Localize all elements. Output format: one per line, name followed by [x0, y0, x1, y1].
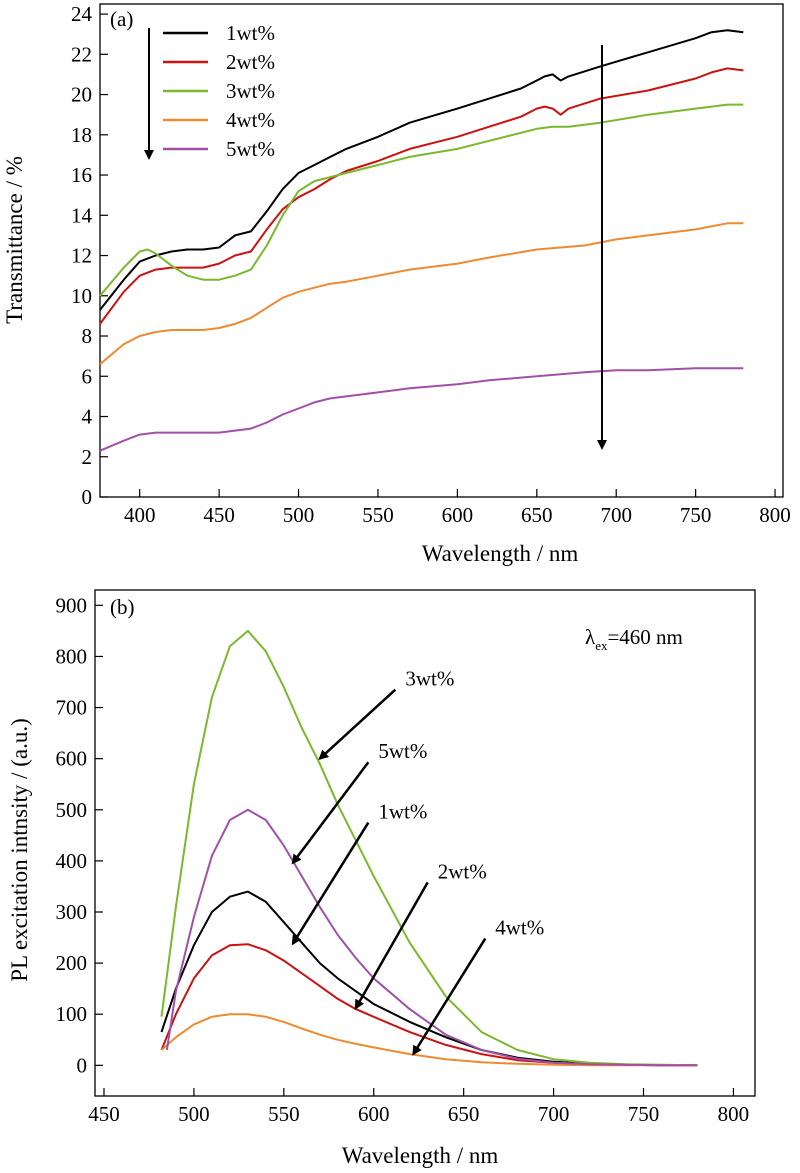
- b-x-tick-label: 600: [358, 1102, 390, 1126]
- callout-arrow-3wtpct: [318, 688, 397, 761]
- panel-a-label: (a): [110, 7, 133, 31]
- panel-a-series: [99, 29, 744, 452]
- a-y-tick-label: 8: [82, 324, 93, 348]
- panel-b-series: [160, 629, 698, 1067]
- panel-a-legend: 1wt% 2wt% 3wt% 4wt% 5wt%: [163, 21, 275, 161]
- b-series-line-2wtpct: [160, 943, 698, 1067]
- callout-arrow-5wtpct: [291, 761, 370, 865]
- a-y-tick-label: 6: [82, 364, 93, 388]
- b-y-tick-label: 0: [77, 1053, 88, 1077]
- a-x-tick-label: 650: [521, 503, 553, 527]
- legend-label-5wtpct: 5wt%: [226, 137, 275, 161]
- callout-arrow-2wtpct: [354, 881, 429, 1010]
- a-y-tick-label: 10: [71, 284, 92, 308]
- b-y-tick-label: 500: [56, 798, 88, 822]
- callout-label-3wtpct: 3wt%: [405, 667, 454, 691]
- b-y-tick-label: 300: [56, 900, 88, 924]
- a-series-line-4wtpct: [99, 222, 744, 365]
- b-y-tick-label: 900: [56, 593, 88, 617]
- callout-label-1wtpct: 1wt%: [378, 800, 427, 824]
- a-series-line-2wtpct: [99, 67, 744, 325]
- b-y-tick-label: 600: [56, 747, 88, 771]
- b-series-line-3wtpct: [160, 629, 698, 1067]
- b-x-tick-label: 800: [718, 1102, 750, 1126]
- a-x-tick-label: 600: [442, 503, 474, 527]
- panel-b-y-ticks: 0 100 200 300 400 500 600 700 800 900: [56, 593, 103, 1077]
- b-y-tick-label: 100: [56, 1002, 88, 1026]
- callout-arrow-4wtpct: [412, 937, 487, 1056]
- b-x-tick-label: 550: [268, 1102, 300, 1126]
- panel-b-excitation-note: λex=460 nm: [585, 625, 683, 653]
- lambda-symbol: λ: [585, 625, 596, 649]
- a-y-tick-label: 16: [71, 163, 92, 187]
- a-series-line-3wtpct: [99, 103, 744, 297]
- a-y-tick-label: 14: [71, 203, 93, 227]
- b-series-line-4wtpct: [160, 1013, 698, 1067]
- panel-b-x-axis-title: Wavelength / nm: [342, 1143, 499, 1168]
- panel-b-y-axis-title: PL excitation intnsity / (a.u.): [7, 718, 32, 982]
- a-series-line-5wtpct: [99, 367, 744, 452]
- a-y-tick-label: 24: [71, 2, 93, 26]
- legend-label-4wtpct: 4wt%: [226, 108, 275, 132]
- a-x-tick-label: 800: [759, 503, 791, 527]
- panel-a-x-ticks: 400 450 500 550 600 650 700 750 800: [124, 489, 791, 527]
- b-x-tick-label: 450: [88, 1102, 120, 1126]
- b-x-tick-label: 650: [448, 1102, 480, 1126]
- a-x-tick-label: 450: [203, 503, 235, 527]
- b-y-tick-label: 200: [56, 951, 88, 975]
- a-y-tick-label: 4: [82, 405, 93, 429]
- panel-b-callouts: 3wt% 5wt% 1wt% 2wt% 4wt%: [291, 667, 544, 1056]
- legend-label-1wtpct: 1wt%: [226, 21, 275, 45]
- a-x-tick-label: 750: [680, 503, 712, 527]
- excitation-value: =460 nm: [607, 625, 682, 649]
- b-y-tick-label: 400: [56, 849, 88, 873]
- a-y-tick-label: 22: [71, 42, 92, 66]
- a-y-tick-label: 20: [71, 83, 92, 107]
- b-x-tick-label: 750: [628, 1102, 660, 1126]
- callout-label-5wtpct: 5wt%: [378, 739, 427, 763]
- b-y-tick-label: 800: [56, 644, 88, 668]
- a-x-tick-label: 550: [362, 503, 394, 527]
- callout-arrow-1wtpct: [291, 821, 370, 946]
- b-x-tick-label: 500: [178, 1102, 210, 1126]
- a-y-tick-label: 18: [71, 123, 92, 147]
- callout-label-4wtpct: 4wt%: [495, 916, 544, 940]
- panel-b-plot-frame: [94, 589, 756, 1097]
- b-x-tick-label: 700: [538, 1102, 570, 1126]
- a-x-tick-label: 700: [600, 503, 632, 527]
- panel-a-transmittance: 400 450 500 550 600 650 700 750 800 024681012141…: [2, 2, 791, 566]
- a-y-tick-label: 0: [82, 485, 93, 509]
- panel-b-label: (b): [110, 595, 135, 619]
- lambda-subscript: ex: [595, 638, 608, 653]
- a-y-tick-label: 12: [71, 244, 92, 268]
- a-x-tick-label: 500: [283, 503, 315, 527]
- callout-label-2wtpct: 2wt%: [438, 859, 487, 883]
- panel-b-pl-excitation: 450 500 550 600 650 700 750 800 0 100 200 300 400 50…: [7, 589, 756, 1168]
- a-series-line-1wtpct: [99, 29, 744, 311]
- a-y-tick-label: 2: [82, 445, 93, 469]
- panel-a-x-axis-title: Wavelength / nm: [422, 541, 579, 566]
- a-x-tick-label: 400: [124, 503, 156, 527]
- b-series-line-5wtpct: [165, 808, 698, 1067]
- b-y-tick-label: 700: [56, 696, 88, 720]
- legend-label-3wtpct: 3wt%: [226, 79, 275, 103]
- panel-b-x-ticks: 450 500 550 600 650 700 750 800: [88, 1088, 749, 1126]
- panel-a-y-axis-title: Transmittance / %: [2, 156, 27, 324]
- panel-a-plot-frame: [99, 3, 784, 498]
- legend-label-2wtpct: 2wt%: [226, 50, 275, 74]
